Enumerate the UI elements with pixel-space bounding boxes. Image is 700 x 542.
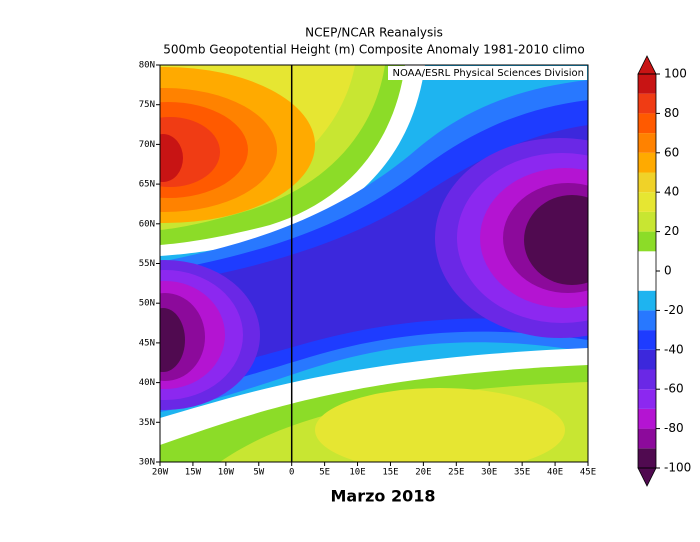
colorbar-tick-label: -80 (664, 421, 684, 435)
x-tick-label: 5W (253, 468, 264, 478)
colorbar-bin (638, 349, 656, 370)
colorbar-bin (638, 310, 656, 331)
colorbar-arrow-top (637, 55, 657, 75)
colorbar-tick-label: -100 (664, 461, 691, 475)
colorbar-bin (638, 152, 656, 173)
x-tick-label: 0 (289, 468, 294, 478)
colorbar-bin (638, 251, 656, 271)
colorbar-tick-label: 100 (664, 67, 687, 81)
colorbar-arrow-bottom (637, 467, 657, 487)
caption: Marzo 2018 (330, 487, 435, 506)
x-tick-label: 20W (152, 468, 169, 478)
title: NCEP/NCAR Reanalysis (305, 26, 443, 40)
x-tick-label: 10W (218, 468, 235, 478)
colorbar-bin (638, 74, 656, 94)
x-tick-label: 25E (448, 468, 464, 478)
y-tick-label: 70N (139, 140, 155, 150)
subtitle: 500mb Geopotential Height (m) Composite … (163, 43, 584, 57)
credit-box (388, 66, 587, 80)
y-tick-label: 30N (139, 458, 155, 468)
colorbar-bin (638, 271, 656, 291)
colorbar-bin (638, 290, 656, 311)
colorbar-bin (638, 93, 656, 114)
y-tick-label: 80N (139, 61, 155, 71)
colorbar-tick-label: 60 (664, 145, 679, 159)
y-tick-label: 75N (139, 100, 155, 110)
x-tick-label: 45E (580, 468, 596, 478)
colorbar-bin (638, 448, 656, 468)
colorbar-bin (638, 231, 656, 252)
y-tick-label: 45N (139, 338, 155, 348)
x-tick-label: 10E (349, 468, 365, 478)
y-tick-label: 35N (139, 418, 155, 428)
colorbar-bin (638, 428, 656, 449)
x-tick-label: 20E (415, 468, 431, 478)
y-tick-label: 50N (139, 299, 155, 309)
anomaly-field (160, 65, 588, 462)
x-tick-label: 30E (481, 468, 497, 478)
y-tick-label: 55N (139, 259, 155, 269)
x-tick-label: 15E (382, 468, 398, 478)
colorbar-tick-label: -60 (664, 382, 684, 396)
y-tick-label: 65N (139, 180, 155, 190)
colorbar-tick-label: 80 (664, 106, 679, 120)
x-tick-label: 40E (547, 468, 563, 478)
x-tick-label: 5E (319, 468, 330, 478)
colorbar-tick-label: -20 (664, 303, 684, 317)
colorbar-bin (638, 113, 656, 134)
colorbar-tick-label: 40 (664, 185, 679, 199)
colorbar-bin (638, 172, 656, 193)
y-tick-label: 40N (139, 378, 155, 388)
colorbar-tick-label: -40 (664, 342, 684, 356)
colorbar-tick-label: 20 (664, 224, 679, 238)
colorbar-bin (638, 408, 656, 429)
credit: NOAA/ESRL Physical Sciences Division (393, 68, 585, 79)
y-tick-label: 60N (139, 219, 155, 229)
colorbar-bin (638, 192, 656, 212)
colorbar-tick-label: 0 (664, 264, 672, 278)
colorbar-bin (638, 211, 656, 232)
colorbar-bin (638, 330, 656, 350)
x-tick-label: 15W (185, 468, 202, 478)
colorbar-bin (638, 133, 656, 153)
colorbar-bin (638, 369, 656, 390)
x-tick-label: 35E (514, 468, 530, 478)
colorbar-bin (638, 389, 656, 409)
